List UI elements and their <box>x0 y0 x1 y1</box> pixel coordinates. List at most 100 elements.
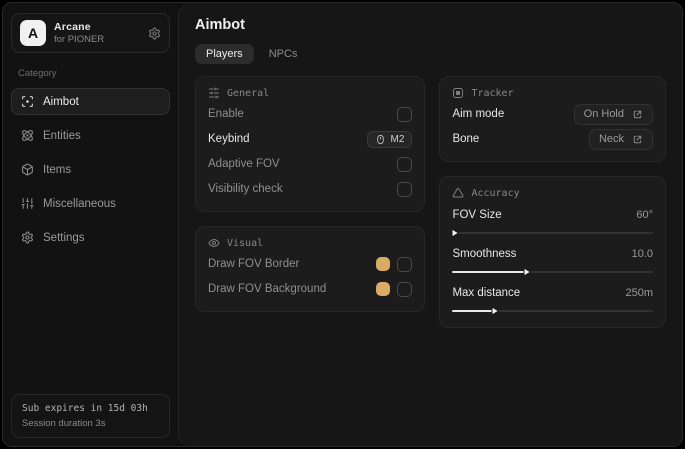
sidebar-item-entities[interactable]: Entities <box>11 122 170 149</box>
visual-card: Visual Draw FOV Border Draw FOV Backgrou… <box>195 226 426 312</box>
aim-mode-select[interactable]: On Hold <box>573 103 653 125</box>
sliders-horizontal-icon <box>208 87 220 99</box>
tab-npcs[interactable]: NPCs <box>268 48 298 60</box>
max-distance-slider[interactable] <box>452 305 653 316</box>
card-title: Visual <box>227 237 264 249</box>
sidebar-item-label: Aimbot <box>43 95 79 108</box>
adaptive-fov-row: Adaptive FOV <box>208 153 413 175</box>
card-title: General <box>227 87 270 99</box>
page-title: Aimbot <box>195 17 245 33</box>
bone-select[interactable]: Neck <box>588 128 653 150</box>
sidebar-item-items[interactable]: Items <box>11 156 170 183</box>
content-columns: General Enable Keybind <box>195 76 666 328</box>
enable-row: Enable <box>208 103 413 125</box>
tab-bar: Players NPCs <box>195 44 666 64</box>
main-panel: Aimbot Players NPCs General <box>178 3 682 446</box>
sidebar-item-aimbot[interactable]: Aimbot <box>11 88 170 115</box>
box-icon <box>21 163 34 176</box>
fov-size-label: FOV Size <box>452 209 502 221</box>
sidebar-item-miscellaneous[interactable]: Miscellaneous <box>11 190 170 217</box>
sidebar-item-label: Entities <box>43 129 81 142</box>
accuracy-card-header: Accuracy <box>452 187 653 199</box>
slider-thumb[interactable] <box>522 266 532 277</box>
max-distance-label: Max distance <box>452 287 521 299</box>
gear-icon[interactable] <box>148 27 161 40</box>
eye-icon <box>208 237 220 249</box>
crosshair-scan-icon <box>21 95 34 108</box>
draw-fov-background-row: Draw FOV Background <box>208 278 413 300</box>
visibility-check-row: Visibility check <box>208 178 413 200</box>
visibility-check-label: Visibility check <box>208 183 283 195</box>
adaptive-fov-label: Adaptive FOV <box>208 158 280 170</box>
keybind-button[interactable]: M2 <box>366 130 413 148</box>
slider-thumb[interactable] <box>450 227 460 238</box>
draw-fov-border-checkbox[interactable] <box>397 256 413 272</box>
max-distance-value: 250m <box>625 287 653 299</box>
keybind-row: Keybind M2 <box>208 128 413 150</box>
smoothness-label: Smoothness <box>452 248 517 260</box>
sub-expiry-text: Sub expires in 15d 03h <box>22 403 148 414</box>
fov-size-value: 60° <box>636 209 653 221</box>
atom-icon <box>21 129 34 142</box>
fov-background-color-swatch[interactable] <box>376 282 391 296</box>
focus-square-icon <box>452 87 464 99</box>
bone-value: Neck <box>598 133 624 145</box>
sliders-vertical-icon <box>21 197 34 210</box>
tracker-card-header: Tracker <box>452 87 653 99</box>
brand-header: A Arcane for PIONER <box>11 13 170 53</box>
enable-checkbox[interactable] <box>397 106 413 122</box>
keybind-value: M2 <box>390 133 405 145</box>
slider-thumb[interactable] <box>490 305 500 316</box>
visual-card-header: Visual <box>208 237 412 249</box>
app-logo: A <box>20 20 46 46</box>
category-label: Category <box>18 68 57 79</box>
general-card-header: General <box>208 87 412 99</box>
aim-mode-row: Aim mode On Hold <box>452 103 653 125</box>
keybind-label: Keybind <box>208 133 250 145</box>
sidebar-item-label: Items <box>43 163 72 176</box>
triangle-icon <box>452 187 464 199</box>
slider-track[interactable] <box>452 309 653 312</box>
bone-label: Bone <box>452 133 480 145</box>
slider-track[interactable] <box>452 270 653 273</box>
tab-players[interactable]: Players <box>195 44 254 64</box>
draw-fov-background-label: Draw FOV Background <box>208 283 327 295</box>
sidebar-item-label: Miscellaneous <box>43 197 116 210</box>
sidebar-item-settings[interactable]: Settings <box>11 224 170 251</box>
general-card: General Enable Keybind <box>195 76 426 212</box>
smoothness-setting: Smoothness 10.0 <box>452 245 653 277</box>
sidebar-item-label: Settings <box>43 231 85 244</box>
fov-border-color-swatch[interactable] <box>376 257 391 271</box>
app-subtitle: for PIONER <box>54 34 105 45</box>
slider-fill <box>452 270 527 273</box>
fov-size-setting: FOV Size 60° <box>450 206 653 238</box>
sidebar: A Arcane for PIONER Category Aimbot <box>3 3 178 446</box>
smoothness-slider[interactable] <box>452 266 653 277</box>
accuracy-card: Accuracy FOV Size 60° <box>439 176 666 328</box>
left-column: General Enable Keybind <box>195 76 426 312</box>
card-title: Tracker <box>471 87 514 99</box>
visibility-check-checkbox[interactable] <box>397 181 413 197</box>
bone-row: Bone Neck <box>452 128 653 150</box>
draw-fov-background-checkbox[interactable] <box>397 281 413 297</box>
aim-mode-value: On Hold <box>583 108 624 120</box>
aim-mode-label: Aim mode <box>452 108 505 120</box>
enable-label: Enable <box>208 108 244 120</box>
tracker-card: Tracker Aim mode On Hold <box>439 76 666 162</box>
slider-track[interactable] <box>452 231 653 234</box>
fov-size-slider[interactable] <box>450 227 653 238</box>
slider-fill <box>452 309 495 312</box>
draw-fov-border-row: Draw FOV Border <box>208 253 413 275</box>
adaptive-fov-checkbox[interactable] <box>397 156 413 172</box>
expand-icon <box>632 134 643 145</box>
draw-fov-border-label: Draw FOV Border <box>208 258 300 270</box>
brand-text: Arcane for PIONER <box>54 21 104 45</box>
app-name: Arcane <box>54 21 91 33</box>
mouse-icon <box>375 134 386 145</box>
gear-icon <box>21 231 34 244</box>
smoothness-value: 10.0 <box>631 248 653 260</box>
subscription-info-box: Sub expires in 15d 03h Session duration … <box>11 394 170 438</box>
max-distance-setting: Max distance 250m <box>452 284 653 316</box>
session-duration-text: Session duration 3s <box>22 418 106 429</box>
